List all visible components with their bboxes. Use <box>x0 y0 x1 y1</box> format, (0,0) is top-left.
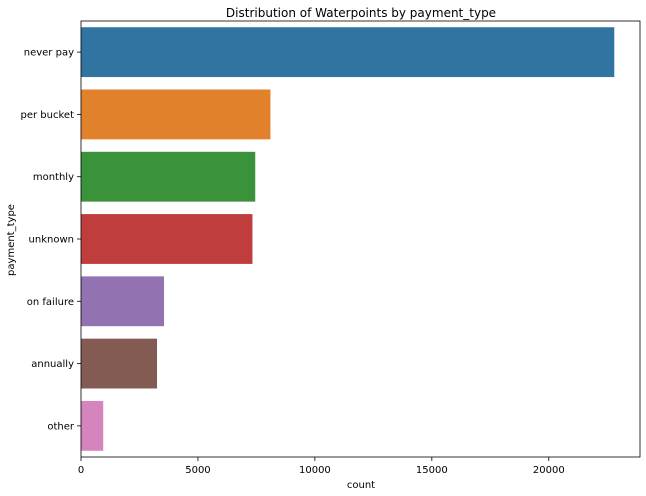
x-tick-label: 0 <box>78 465 84 476</box>
bar-monthly <box>81 151 256 202</box>
bars-group <box>81 27 615 451</box>
y-tick-label: on failure <box>27 297 74 308</box>
bar-per-bucket <box>81 89 271 140</box>
chart-title: Distribution of Waterpoints by payment_t… <box>226 6 496 20</box>
x-axis-ticks: 0 5000 10000 15000 20000 <box>78 457 565 476</box>
x-tick-label: 15000 <box>416 465 448 476</box>
bar-other <box>81 400 104 451</box>
y-tick-label: annually <box>31 359 74 370</box>
x-axis-label: count <box>347 480 375 491</box>
bar-unknown <box>81 214 253 264</box>
y-axis-ticks: never pay per bucket monthly unknown on fail… <box>21 48 81 432</box>
y-tick-label: monthly <box>33 172 74 183</box>
bar-on-failure <box>81 276 165 327</box>
x-tick-label: 10000 <box>299 465 331 476</box>
y-axis-label: payment_type <box>6 204 17 276</box>
y-tick-label: never pay <box>24 48 74 59</box>
y-tick-label: unknown <box>29 235 74 246</box>
y-tick-label: other <box>47 421 75 432</box>
y-tick-label: per bucket <box>21 110 75 121</box>
x-tick-label: 5000 <box>185 465 210 476</box>
x-tick-label: 20000 <box>533 465 565 476</box>
bar-never-pay <box>81 27 615 78</box>
bar-annually <box>81 338 158 389</box>
